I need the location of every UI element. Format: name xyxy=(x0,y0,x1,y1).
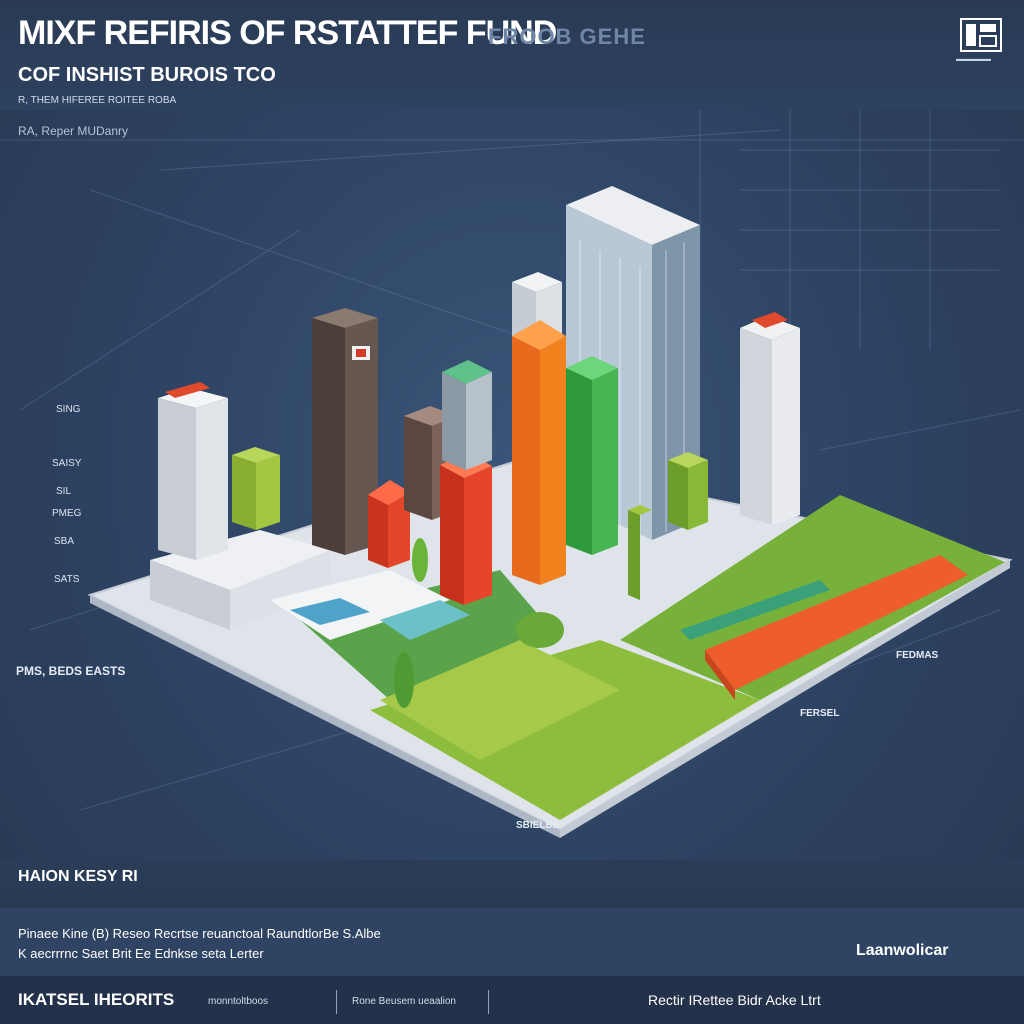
white-tower-right xyxy=(740,328,772,525)
footer-bottom-right: Rectir IRettee Bidr Acke Ltrt xyxy=(648,992,821,1008)
footer-text-line: Pinaee Kine (B) Reseo Recrtse reuanctoal… xyxy=(18,926,381,941)
footer-bottom-mid: Rone Beusem ueaalion xyxy=(352,996,456,1007)
floor-label: FERSEL xyxy=(800,708,840,719)
header-caption: R, THEM HIFEREE ROITEE ROBA xyxy=(18,95,177,106)
floor-label: SBIELBE xyxy=(516,820,560,831)
footer-band xyxy=(0,908,1024,976)
logo-caption: ▬▬▬▬▬ xyxy=(956,56,991,63)
field-green-left xyxy=(300,570,560,700)
orange-bar xyxy=(512,336,540,585)
logo-icon xyxy=(960,18,1002,52)
green-bar xyxy=(566,368,592,555)
floor-label: PMS, BEDS EASTS xyxy=(16,664,126,678)
footer-text-line: K aecrrrnc Saet Brit Ee Ednkse seta Lert… xyxy=(18,946,264,961)
red-block-small xyxy=(368,495,388,568)
white-tower-left xyxy=(158,398,196,560)
footer-divider xyxy=(488,990,489,1014)
axis-label: SATS xyxy=(54,574,80,585)
footer-bottom-bar xyxy=(0,976,1024,1024)
side-note: RA, Reper MUDanry xyxy=(18,124,129,138)
axis-label: SIL xyxy=(56,486,72,497)
axis-label: SAISY xyxy=(52,458,82,469)
axis-label: SBA xyxy=(54,536,75,547)
footer-bottom-left: IKATSEL IHEORITS xyxy=(18,990,175,1009)
brown-tower xyxy=(312,318,345,555)
floor-label: FEDMAS xyxy=(896,650,939,661)
axis-label: PMEG xyxy=(52,508,82,519)
page-subtitle: COF INSHIST BUROIS TCO xyxy=(18,64,276,86)
header-bar xyxy=(0,0,1024,110)
footer-divider xyxy=(336,990,337,1014)
orange-terrain xyxy=(705,555,968,690)
footer-brand: Laanwolicar xyxy=(856,942,949,959)
axis-label: SING xyxy=(56,404,81,415)
red-block-tall xyxy=(440,465,464,605)
footer-bottom-mid-left: monntoltboos xyxy=(208,996,269,1007)
page-title: MIXF REFIRIS OF RSTATTEF FUND xyxy=(18,14,557,52)
title-ghost-text: FROOB GEHE xyxy=(488,24,646,49)
footer-heading: HAION KESY RI xyxy=(18,868,138,885)
brown-block xyxy=(404,416,432,520)
blueprint-grid xyxy=(0,110,1024,811)
